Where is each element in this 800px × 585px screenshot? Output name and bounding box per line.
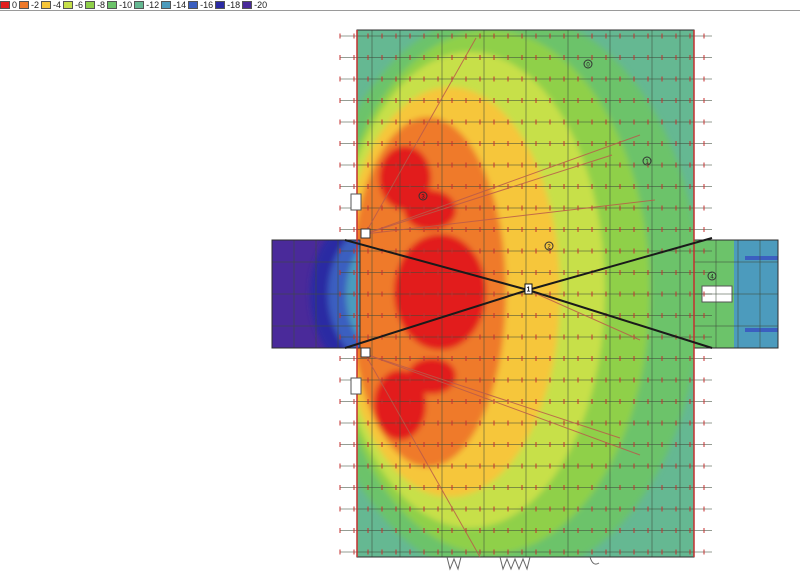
ray <box>527 289 713 349</box>
legend-swatch <box>0 1 10 9</box>
side-tag-upper <box>350 193 362 211</box>
legend-label: -10 <box>119 0 133 10</box>
marker-circle <box>418 191 428 201</box>
marker-circle <box>544 241 554 251</box>
right-bar-top <box>745 256 778 260</box>
hotspot-center <box>394 234 486 350</box>
legend-item: -16 <box>188 0 213 10</box>
legend-item: -18 <box>215 0 240 10</box>
source-marker <box>524 283 533 295</box>
legend-label: -18 <box>227 0 241 10</box>
marker-label: 3 <box>421 195 425 201</box>
color-scale-legend: 0 -2 -4 -6 -8 -10 -12 -14 -16 -18 -20 <box>0 0 269 10</box>
hotspot-upper-2 <box>404 190 456 230</box>
legend-label: -12 <box>146 0 160 10</box>
end-box-upper <box>360 228 371 239</box>
ray <box>364 134 641 235</box>
bottom-sketch <box>446 556 600 571</box>
sketch-stroke <box>446 556 462 571</box>
legend-item: -2 <box>19 0 39 10</box>
ray <box>527 237 713 291</box>
legend-item: -12 <box>134 0 159 10</box>
source-point: 1 <box>524 283 533 295</box>
legend-label: -14 <box>173 0 187 10</box>
side-tag-lower <box>350 377 362 395</box>
ray <box>364 154 613 235</box>
legend-label: -20 <box>254 0 268 10</box>
left-outline <box>271 239 361 349</box>
source-label: 1 <box>527 287 531 294</box>
marker-label: 0 <box>586 63 590 69</box>
legend-swatch <box>188 1 199 9</box>
ray <box>364 353 641 456</box>
legend-swatch <box>134 1 145 9</box>
ray <box>364 353 621 439</box>
marker-label: 1 <box>645 160 649 166</box>
marker-0: 0 <box>583 59 593 69</box>
ray <box>527 289 641 341</box>
legend-item: -20 <box>242 0 267 10</box>
sketch-stroke <box>589 556 600 565</box>
marker-3: 3 <box>418 191 428 201</box>
grid-ticks <box>339 33 705 555</box>
legend-item: 0 <box>0 0 17 10</box>
marker-circle <box>583 59 593 69</box>
marker-circle <box>642 156 652 166</box>
ray <box>344 239 529 291</box>
right-bar-bottom <box>745 328 778 332</box>
marker-label: 4 <box>710 275 714 281</box>
marker-1: 1 <box>642 156 652 166</box>
marker-4: 4 <box>707 271 717 281</box>
legend-swatch <box>41 1 52 9</box>
ray <box>344 289 529 349</box>
legend-swatch <box>85 1 96 9</box>
legend-label: -8 <box>97 0 106 10</box>
legend-item: -6 <box>63 0 83 10</box>
legend-swatch <box>161 1 172 9</box>
legend-item: -10 <box>107 0 132 10</box>
legend-swatch <box>19 1 30 9</box>
legend-divider <box>0 10 800 11</box>
legend-swatch <box>242 1 253 9</box>
marker-label: 2 <box>547 245 551 251</box>
marker-circle <box>707 271 717 281</box>
end-box-lower <box>360 347 371 358</box>
legend-swatch <box>215 1 226 9</box>
ray <box>364 353 481 558</box>
legend-label: -4 <box>53 0 62 10</box>
main-rays <box>344 237 713 349</box>
measurement-grid <box>272 30 778 557</box>
ray <box>364 199 656 235</box>
legend-label: -6 <box>75 0 84 10</box>
ray <box>364 37 477 235</box>
thin-rays <box>364 37 656 558</box>
legend-swatch <box>107 1 118 9</box>
legend-item: -8 <box>85 0 105 10</box>
legend-item: -14 <box>161 0 186 10</box>
legend-item: -4 <box>41 0 61 10</box>
sketch-stroke <box>499 556 531 571</box>
marker-2: 2 <box>544 241 554 251</box>
legend-swatch <box>63 1 74 9</box>
legend-label: -16 <box>200 0 214 10</box>
legend-label: 0 <box>12 0 18 10</box>
legend-label: -2 <box>31 0 40 10</box>
